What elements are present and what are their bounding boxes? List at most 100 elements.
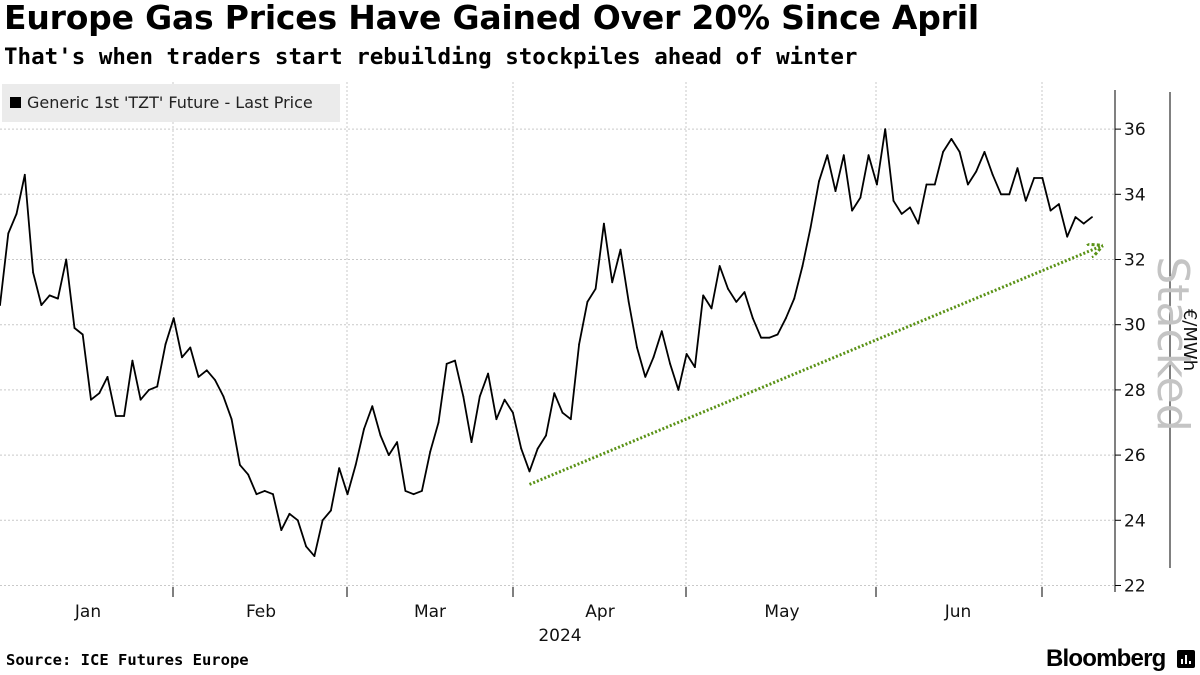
data-point — [470, 441, 473, 443]
data-point — [760, 336, 762, 339]
data-point — [818, 180, 820, 183]
data-point — [727, 287, 729, 290]
data-point — [909, 206, 911, 209]
data-point — [503, 398, 506, 401]
data-point — [743, 291, 746, 293]
data-point — [371, 405, 374, 408]
data-point — [81, 333, 84, 336]
data-point — [660, 330, 663, 333]
data-point — [321, 519, 324, 522]
data-point — [710, 307, 713, 310]
data-point — [1033, 177, 1035, 179]
data-point — [156, 385, 159, 388]
data-point — [15, 213, 18, 215]
data-point — [404, 490, 407, 492]
data-point — [445, 362, 448, 365]
data-point — [1058, 203, 1060, 206]
x-axis-year-label: 2024 — [538, 626, 581, 646]
data-point — [272, 493, 274, 496]
data-point — [197, 376, 200, 378]
data-point — [263, 490, 266, 492]
data-point — [1066, 235, 1069, 238]
data-point — [958, 151, 961, 153]
y-axis-ticks: 22 24 26 28 30 32 34 36 — [1115, 120, 1146, 596]
data-point — [967, 183, 969, 186]
data-point — [305, 545, 307, 548]
data-point — [280, 529, 283, 531]
data-point — [561, 411, 564, 414]
data-point — [942, 151, 944, 153]
data-point — [181, 356, 183, 359]
data-point — [32, 271, 34, 274]
data-point — [569, 418, 572, 421]
data-point — [205, 369, 208, 372]
grid-lines — [0, 82, 1115, 592]
data-point — [991, 173, 994, 176]
data-point — [164, 343, 167, 346]
data-point — [545, 434, 547, 437]
data-point — [950, 138, 953, 140]
data-point — [396, 441, 398, 443]
data-point — [189, 346, 192, 349]
data-point — [603, 222, 605, 225]
data-point — [0, 304, 1, 306]
data-point — [685, 353, 688, 355]
data-point — [247, 473, 250, 476]
data-point — [487, 372, 489, 375]
data-point — [702, 294, 705, 297]
data-point — [809, 226, 812, 228]
data-point — [512, 411, 514, 414]
y-tick-label: 30 — [1124, 316, 1146, 336]
y-tick-label: 26 — [1124, 446, 1146, 466]
data-point — [313, 555, 316, 557]
data-point — [619, 248, 622, 251]
data-point — [40, 304, 43, 306]
data-point — [718, 265, 721, 267]
y-tick-label: 28 — [1124, 381, 1146, 401]
data-point — [454, 359, 456, 362]
data-point — [90, 398, 92, 401]
data-point — [65, 258, 68, 261]
x-tick-label-feb: Feb — [246, 602, 276, 622]
data-point — [933, 183, 936, 186]
data-point — [859, 196, 862, 199]
data-point — [735, 301, 738, 303]
x-tick-label-apr: Apr — [585, 602, 614, 622]
data-point — [1008, 193, 1011, 196]
data-point — [1016, 167, 1019, 170]
data-point — [98, 392, 101, 395]
data-point — [677, 389, 680, 391]
data-point — [222, 395, 225, 398]
data-point — [867, 154, 870, 157]
data-point — [644, 376, 647, 378]
data-point — [172, 317, 175, 320]
data-point — [48, 294, 51, 297]
bloomberg-mark-icon — [1177, 650, 1195, 668]
data-point — [652, 356, 655, 359]
data-point — [131, 359, 134, 362]
x-axis-ticks: Jan Feb Mar Apr May Jun — [74, 587, 1043, 622]
data-point — [73, 327, 76, 329]
y-tick-label: 34 — [1124, 185, 1146, 205]
data-point — [230, 418, 233, 421]
price-series-line — [0, 128, 1093, 557]
data-point — [354, 464, 357, 466]
data-point — [826, 154, 829, 157]
data-point — [421, 490, 423, 492]
data-point — [255, 493, 258, 496]
chart-subtitle: That's when traders start rebuilding sto… — [4, 44, 858, 70]
data-point — [768, 336, 771, 339]
data-point — [876, 183, 878, 186]
x-tick-label-may: May — [764, 602, 799, 622]
data-point — [437, 421, 440, 424]
data-point — [611, 281, 614, 284]
data-point — [1082, 222, 1085, 225]
chart-title: Europe Gas Prices Have Gained Over 20% S… — [4, 0, 979, 37]
y-tick-label: 32 — [1124, 251, 1146, 271]
data-point — [363, 428, 365, 430]
data-point — [139, 398, 142, 401]
data-point — [346, 493, 349, 496]
data-point — [1049, 209, 1052, 212]
data-point — [669, 362, 671, 365]
